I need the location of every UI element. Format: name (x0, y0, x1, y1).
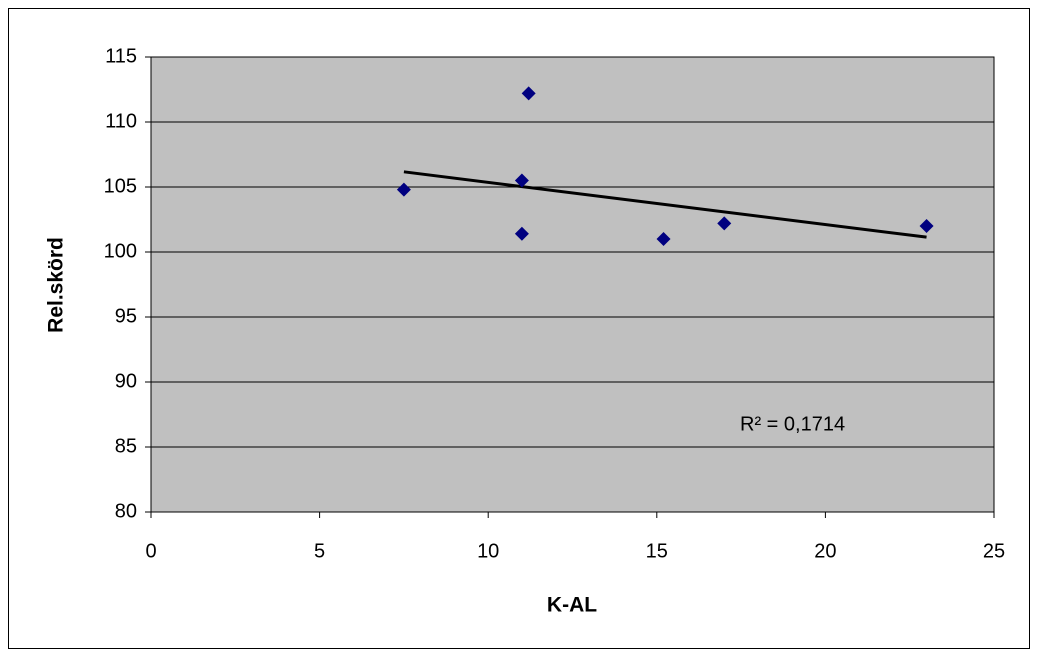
y-tick-label: 115 (105, 45, 137, 67)
y-tick-label: 110 (105, 110, 137, 132)
plot-area (151, 57, 994, 512)
y-tick-label: 80 (115, 500, 137, 522)
point (919, 219, 934, 233)
x-tick-label: 10 (477, 540, 499, 562)
x-axis-title: K-AL (547, 594, 597, 617)
x-tick-label: 15 (646, 540, 668, 562)
point (521, 86, 536, 101)
x-tick-label: 5 (314, 540, 325, 562)
trendline (403, 170, 927, 239)
y-tick-label: 105 (104, 175, 137, 197)
y-tick-label: 85 (115, 435, 137, 457)
y-axis-title: Rel.skörd (45, 237, 68, 333)
plot-border (150, 56, 995, 513)
point (656, 232, 671, 246)
point (396, 182, 411, 197)
x-tick-label: 25 (983, 540, 1005, 562)
y-tick-label: 100 (104, 240, 137, 262)
point (717, 216, 732, 231)
x-tick-label: 20 (814, 540, 836, 562)
y-tick-label: 90 (115, 370, 137, 392)
r-squared-annotation: R² = 0,1714 (740, 413, 845, 435)
y-tick-label: 95 (115, 305, 137, 327)
point (514, 173, 529, 188)
x-tick-label: 0 (145, 540, 156, 562)
point (514, 226, 529, 241)
